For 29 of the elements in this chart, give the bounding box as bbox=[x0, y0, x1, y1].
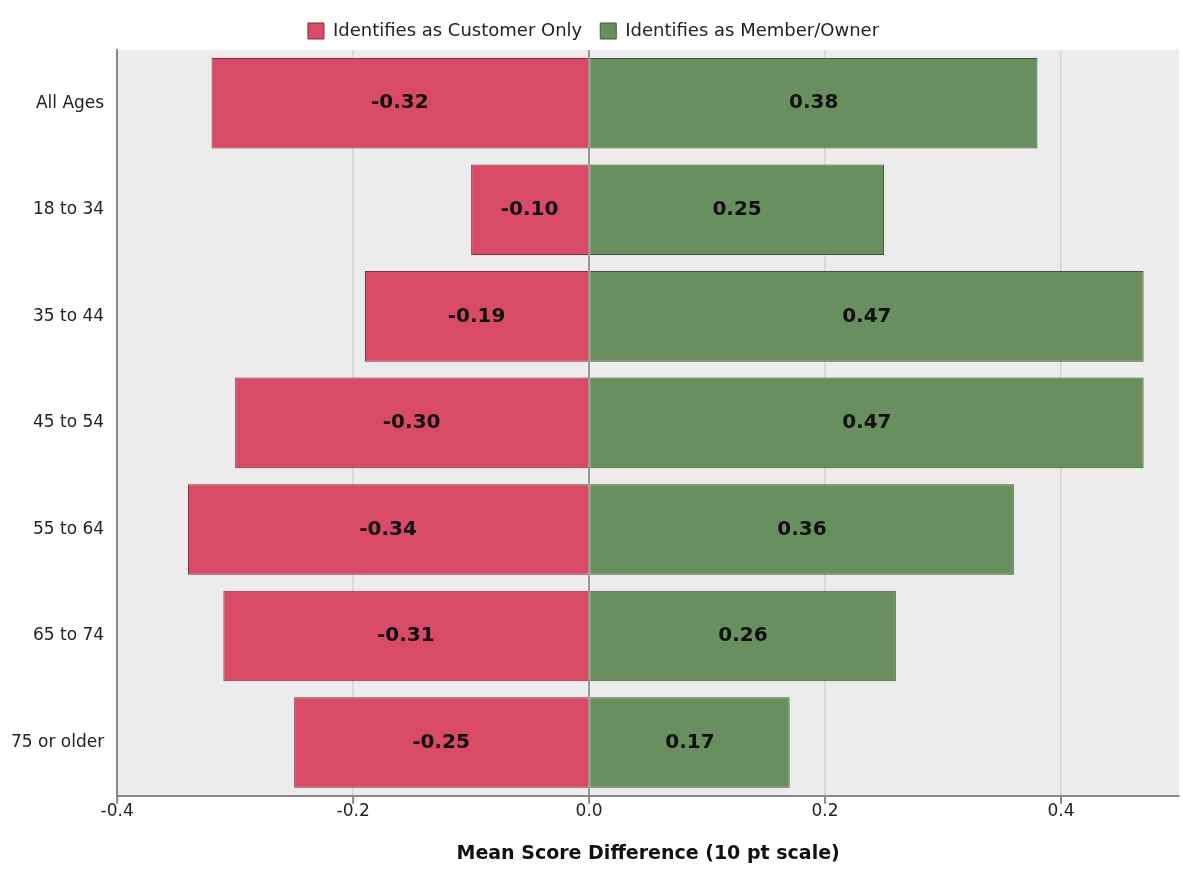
data-label: 0.47 bbox=[842, 302, 892, 327]
x-tick-label: -0.2 bbox=[336, 800, 370, 821]
y-tick-label: All Ages bbox=[35, 91, 105, 112]
data-label: 0.36 bbox=[777, 515, 827, 540]
data-label: -0.34 bbox=[359, 515, 417, 540]
data-label: -0.10 bbox=[500, 196, 559, 221]
data-label: -0.19 bbox=[447, 302, 506, 327]
y-tick-label: 75 or older bbox=[10, 730, 105, 751]
x-tick-label: 0.4 bbox=[1047, 800, 1075, 821]
data-label: 0.26 bbox=[718, 622, 768, 647]
x-axis-title: Mean Score Difference (10 pt scale) bbox=[456, 840, 840, 863]
x-tick-label: -0.4 bbox=[100, 800, 134, 821]
y-tick-label: 65 to 74 bbox=[33, 624, 105, 645]
y-tick-label: 55 to 64 bbox=[33, 517, 105, 538]
legend-label: Identifies as Member/Owner bbox=[625, 18, 880, 40]
data-label: -0.32 bbox=[371, 89, 429, 114]
data-label: -0.25 bbox=[412, 728, 470, 753]
y-tick-label: 35 to 44 bbox=[33, 304, 105, 325]
y-tick-label: 18 to 34 bbox=[33, 198, 105, 219]
x-tick-label: 0.0 bbox=[575, 800, 603, 821]
y-tick-label: 45 to 54 bbox=[33, 411, 105, 432]
data-label: -0.30 bbox=[382, 409, 441, 434]
data-label: 0.38 bbox=[789, 89, 839, 114]
legend-label: Identifies as Customer Only bbox=[332, 18, 583, 40]
x-tick-label: 0.2 bbox=[811, 800, 839, 821]
data-label: 0.47 bbox=[842, 409, 892, 434]
data-label: 0.25 bbox=[712, 196, 762, 221]
data-label: 0.17 bbox=[665, 728, 715, 753]
data-label: -0.31 bbox=[376, 622, 435, 647]
